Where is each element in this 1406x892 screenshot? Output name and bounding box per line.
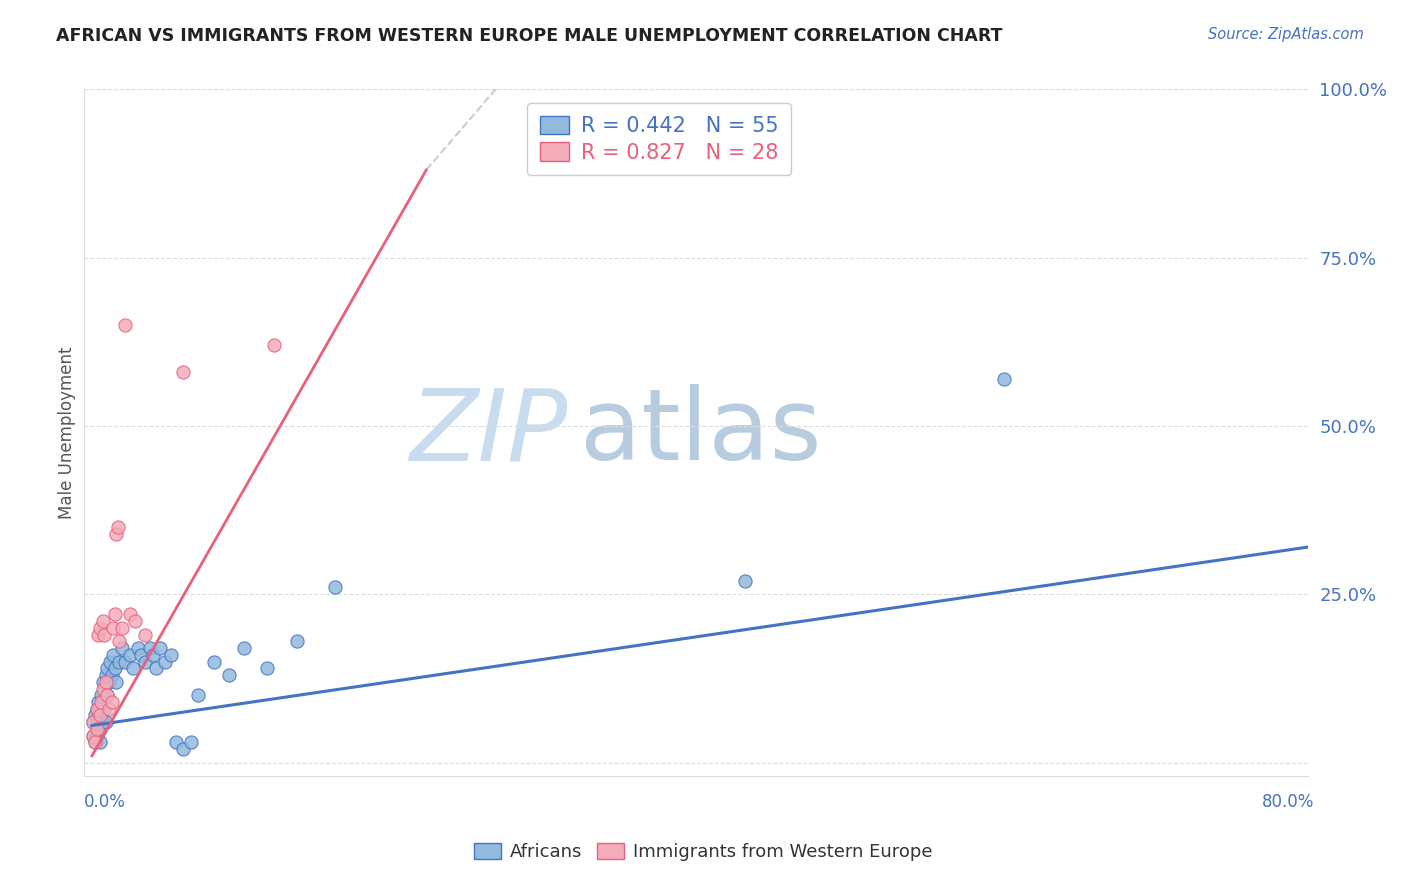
Point: [90, 708, 112, 723]
Point: [104, 607, 127, 622]
Point: [91, 614, 114, 628]
Point: [87, 627, 110, 641]
Point: [142, 648, 165, 662]
Point: [111, 641, 134, 656]
Point: [108, 634, 131, 648]
Point: [89, 702, 111, 716]
Point: [256, 661, 278, 675]
Point: [107, 520, 129, 534]
Point: [90, 695, 112, 709]
Point: [124, 614, 146, 628]
Point: [165, 735, 187, 749]
Point: [149, 641, 172, 656]
Point: [93, 702, 115, 716]
Point: [129, 648, 152, 662]
Point: [263, 338, 285, 352]
Point: [145, 661, 167, 675]
Point: [105, 674, 128, 689]
Text: 0.0%: 0.0%: [84, 793, 127, 811]
Point: [993, 372, 1015, 386]
Point: [84, 735, 107, 749]
Point: [82, 715, 104, 730]
Text: ZIP: ZIP: [409, 384, 568, 481]
Point: [100, 668, 122, 682]
Point: [91, 681, 114, 696]
Point: [108, 655, 131, 669]
Point: [122, 661, 145, 675]
Point: [86, 702, 108, 716]
Point: [187, 688, 209, 702]
Point: [94, 668, 117, 682]
Text: Source: ZipAtlas.com: Source: ZipAtlas.com: [1208, 27, 1364, 42]
Point: [172, 742, 194, 756]
Point: [87, 715, 110, 730]
Point: [96, 688, 118, 702]
Point: [89, 621, 111, 635]
Point: [218, 668, 240, 682]
Point: [91, 715, 114, 730]
Point: [96, 688, 118, 702]
Point: [323, 581, 346, 595]
Point: [89, 735, 111, 749]
Point: [285, 634, 308, 648]
Point: [84, 708, 107, 723]
Point: [94, 715, 117, 730]
Legend: Africans, Immigrants from Western Europe: Africans, Immigrants from Western Europe: [467, 836, 939, 868]
Point: [94, 674, 117, 689]
Point: [160, 648, 183, 662]
Point: [103, 621, 125, 635]
Point: [103, 648, 125, 662]
Point: [93, 681, 115, 696]
Point: [134, 627, 156, 641]
Point: [118, 648, 141, 662]
Point: [87, 695, 110, 709]
Point: [153, 655, 176, 669]
Point: [180, 735, 202, 749]
Point: [114, 318, 136, 332]
Point: [734, 574, 756, 588]
Y-axis label: Male Unemployment: Male Unemployment: [58, 346, 76, 519]
Point: [93, 627, 115, 641]
Point: [91, 674, 114, 689]
Point: [104, 661, 127, 675]
Point: [96, 661, 118, 675]
Point: [100, 695, 122, 709]
Point: [82, 715, 104, 730]
Point: [89, 708, 111, 723]
Point: [82, 729, 104, 743]
Text: atlas: atlas: [579, 384, 821, 481]
Point: [111, 621, 134, 635]
Legend: R = 0.442   N = 55, R = 0.827   N = 28: R = 0.442 N = 55, R = 0.827 N = 28: [527, 103, 792, 175]
Point: [114, 655, 136, 669]
Point: [82, 729, 104, 743]
Point: [134, 655, 156, 669]
Point: [97, 674, 120, 689]
Point: [86, 722, 108, 736]
Point: [90, 688, 112, 702]
Point: [86, 722, 108, 736]
Text: AFRICAN VS IMMIGRANTS FROM WESTERN EUROPE MALE UNEMPLOYMENT CORRELATION CHART: AFRICAN VS IMMIGRANTS FROM WESTERN EUROP…: [56, 27, 1002, 45]
Point: [118, 607, 141, 622]
Point: [86, 729, 108, 743]
Point: [98, 655, 121, 669]
Text: 80.0%: 80.0%: [1263, 793, 1315, 811]
Point: [127, 641, 149, 656]
Point: [86, 702, 108, 716]
Point: [138, 641, 160, 656]
Point: [84, 735, 107, 749]
Point: [232, 641, 254, 656]
Point: [202, 655, 225, 669]
Point: [105, 526, 128, 541]
Point: [91, 695, 114, 709]
Point: [89, 722, 111, 736]
Point: [97, 702, 120, 716]
Point: [172, 365, 194, 379]
